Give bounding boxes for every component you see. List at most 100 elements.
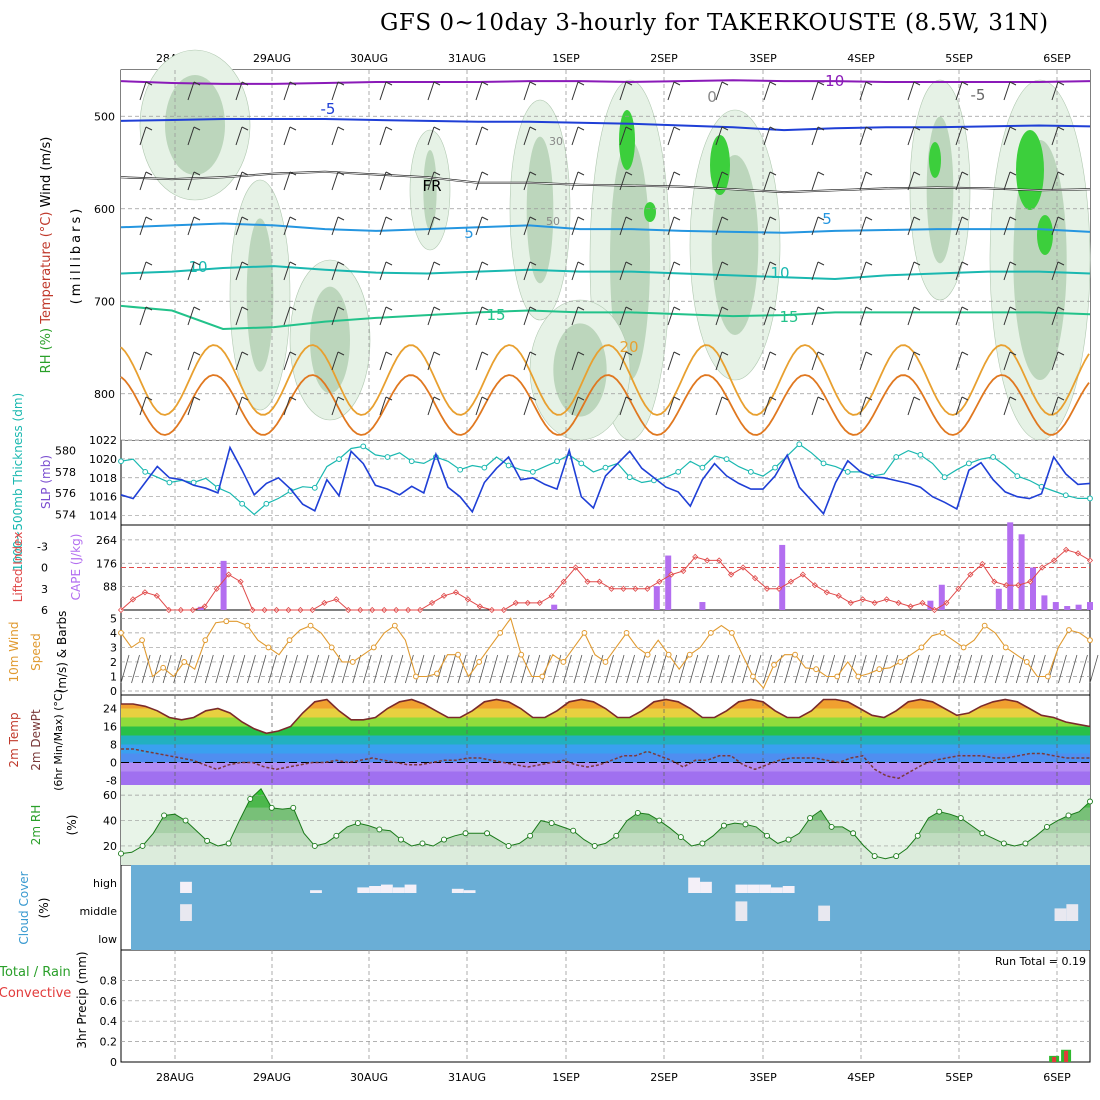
barb-flag [865,81,873,86]
wind-barb-icon [955,351,969,371]
wind-barb-icon [619,396,633,416]
wind-barb-icon [404,654,414,684]
barb-flag [673,81,681,86]
barb-flag [241,171,249,176]
cloud-middle-bar [180,904,192,921]
wind-barb-icon [331,216,345,236]
wind10m-point [665,651,672,658]
wind-barb-icon [907,171,921,191]
rh-shade-high [619,110,635,170]
cloud-high-bar [369,886,381,893]
barb-staff [235,126,243,146]
wind-barb-icon [204,654,214,684]
barb-flag [289,306,297,311]
wind10m-point [623,629,630,636]
barb-staff [427,306,435,326]
barb-staff [187,261,195,281]
barb-staff [811,261,819,281]
thickness-tick: 578 [55,466,76,479]
rh-point [591,843,598,849]
temp-band [121,744,1090,754]
pressure-tick: 700 [94,295,115,308]
wind10m-point [876,666,883,673]
rh-point [720,822,727,829]
wind-barb-icon [235,126,249,146]
thickness-point [529,468,536,475]
date-label-top: 4SEP [847,52,875,65]
rh-point [677,834,684,841]
thickness-point [360,443,367,450]
barb-flag [817,351,825,356]
wind-barb-icon [763,216,777,236]
barb-flag [241,306,249,311]
rh-shade-high [644,202,656,222]
barb-flag [481,216,489,221]
wind-barb-icon [1003,216,1017,236]
wind-barb-icon [235,396,249,416]
cape-bar [1041,595,1048,610]
rh-point [139,843,146,849]
wind-barb-icon [910,654,920,684]
barb-flag [673,126,681,131]
wind-barb-icon [859,81,873,101]
barb-flag [625,81,633,86]
barb-staff [619,216,627,236]
wind-barb-icon [907,126,921,146]
wind-barb-icon [605,654,614,684]
wind10m-point [1087,637,1093,644]
rh-point [441,836,447,843]
rh-point [419,840,426,847]
barb-staff [187,306,195,326]
barb-staff [667,351,675,371]
rh-point [268,804,275,811]
wind-barb-icon [379,126,393,146]
rh-shade-mid [610,140,650,380]
barb-staff [235,216,243,236]
li-tick: 3 [41,583,48,596]
date-label-bottom: 4SEP [847,1071,875,1084]
cloud-level-label: middle [79,905,117,918]
barb-flag [193,126,201,131]
rh-shade-high [929,142,941,178]
wind-barb-icon [173,654,183,684]
rh-point [204,837,211,844]
barb-staff [715,126,723,146]
rh-point [354,820,361,827]
cape-tick: 88 [103,581,117,594]
wind-barb-icon [379,306,393,326]
barb-staff [667,396,675,416]
wind-barb-icon [427,216,441,236]
wind-barb-icon [139,396,153,416]
rh-point [397,836,404,843]
wind-barb-icon [715,306,729,326]
wind-barb-icon [523,81,537,101]
barb-staff [379,396,387,416]
thickness-point [941,474,948,481]
rh-point [914,832,921,839]
barb-flag [961,126,969,131]
wind10m-point [750,673,756,680]
cape-bar [551,604,558,610]
barb-flag [1009,171,1017,176]
barb-staff [523,81,531,101]
wind-barb-icon [394,654,404,684]
thickness-point [239,500,246,507]
barb-flag [193,261,201,266]
barb-flag [481,306,489,311]
ylabel-part: Wind (m/s) [39,137,54,212]
wind-barb-icon [139,306,153,326]
barb-staff [283,171,291,191]
wind-barb-icon [475,396,489,416]
wind-barb-icon [235,171,249,191]
barb-flag [1009,81,1017,86]
barb-flag [1009,351,1017,356]
wind-barb-icon [520,654,530,684]
wind-barb-icon [427,306,441,326]
barb-staff [235,261,243,281]
wind-barb-icon [984,654,994,684]
run-total-label: Run Total = 0.19 [995,955,1086,968]
barb-staff [283,126,291,146]
barb-flag [1009,396,1017,401]
rh-point [505,843,512,849]
